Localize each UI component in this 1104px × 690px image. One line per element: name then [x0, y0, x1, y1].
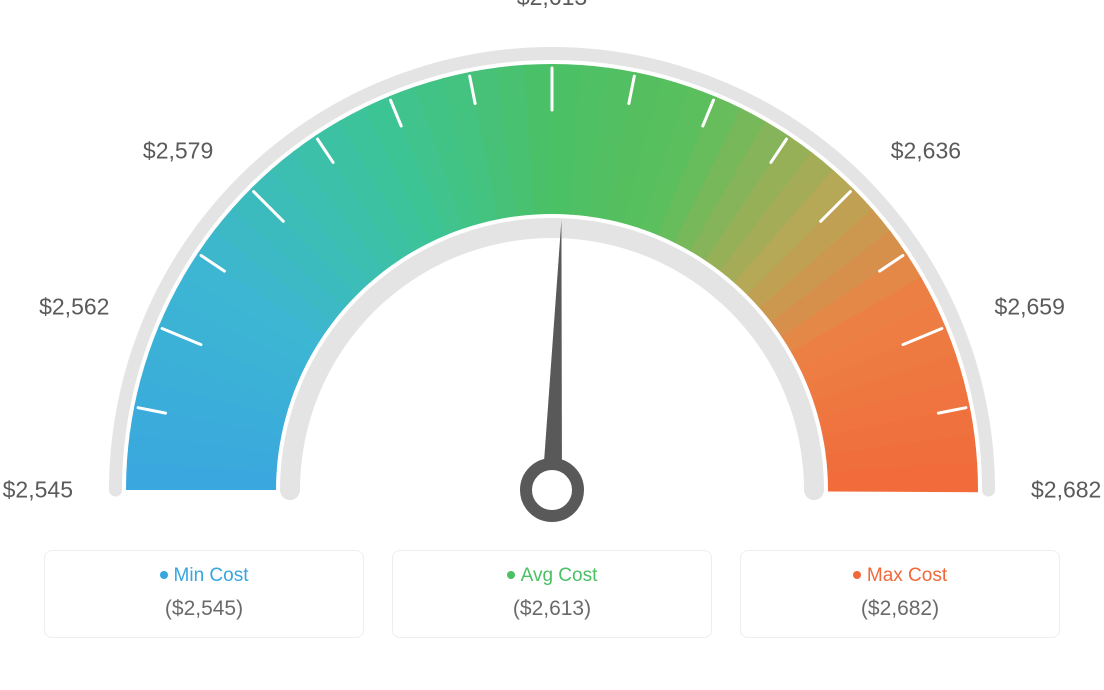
gauge-tick-label: $2,562	[39, 293, 109, 320]
legend-title-avg: Avg Cost	[393, 565, 711, 587]
legend-dot-max	[853, 571, 861, 579]
gauge-tick-label: $2,613	[517, 0, 587, 11]
legend-label-max: Max Cost	[867, 565, 947, 586]
legend-row: Min Cost ($2,545) Avg Cost ($2,613) Max Cost…	[0, 550, 1104, 638]
legend-title-max: Max Cost	[741, 565, 1059, 587]
legend-card-max: Max Cost ($2,682)	[740, 550, 1060, 638]
legend-dot-avg	[507, 571, 515, 579]
legend-card-avg: Avg Cost ($2,613)	[392, 550, 712, 638]
legend-card-min: Min Cost ($2,545)	[44, 550, 364, 638]
legend-value-min: ($2,545)	[45, 597, 363, 621]
gauge-svg	[0, 0, 1104, 540]
legend-label-min: Min Cost	[174, 565, 249, 586]
legend-title-min: Min Cost	[45, 565, 363, 587]
legend-label-avg: Avg Cost	[521, 565, 598, 586]
gauge-tick-label: $2,545	[3, 477, 73, 504]
gauge-tick-label: $2,579	[143, 138, 213, 165]
legend-value-avg: ($2,613)	[393, 597, 711, 621]
legend-dot-min	[160, 571, 168, 579]
gauge-tick-label: $2,659	[995, 293, 1065, 320]
cost-gauge-chart: $2,545 $2,562 $2,579 $2,613 $2,636 $2,659 $2,6…	[0, 0, 1104, 540]
gauge-tick-label: $2,682	[1031, 477, 1101, 504]
gauge-tick-label: $2,636	[891, 138, 961, 165]
legend-value-max: ($2,682)	[741, 597, 1059, 621]
